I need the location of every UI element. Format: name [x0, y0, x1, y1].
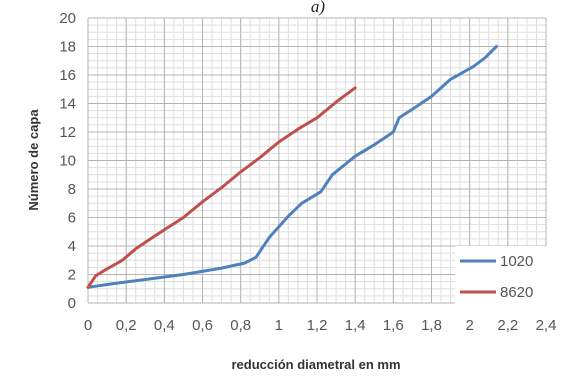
legend: 1020 8620 — [455, 246, 549, 304]
y-tick-label: 0 — [68, 295, 76, 312]
x-tick-label: 2,4 — [536, 317, 557, 334]
y-axis-ticks: 0 2 4 6 8 10 12 14 16 18 20 — [59, 10, 76, 312]
legend-background — [455, 246, 549, 304]
x-axis-title: reducción diametral en mm — [231, 357, 400, 372]
y-tick-label: 4 — [68, 238, 76, 255]
x-tick-label: 1,6 — [383, 317, 404, 334]
series-line-8620 — [86, 86, 357, 289]
series-line-1020 — [86, 45, 498, 289]
x-axis-ticks: 0 0,2 0,4 0,6 0,8 1 1,2 1,4 1,6 1,8 2 2,2 2,4 — [84, 317, 557, 334]
x-tick-label: 1 — [275, 317, 283, 334]
y-tick-label: 6 — [68, 210, 76, 227]
x-tick-label: 0 — [84, 317, 92, 334]
y-tick-label: 16 — [59, 67, 76, 84]
x-tick-label: 0,6 — [192, 317, 213, 334]
x-tick-label: 1,2 — [307, 317, 328, 334]
y-tick-label: 8 — [68, 181, 76, 198]
y-tick-label: 12 — [59, 124, 76, 141]
x-tick-label: 0,4 — [154, 317, 175, 334]
x-tick-label: 2 — [465, 317, 473, 334]
x-tick-label: 1,4 — [345, 317, 366, 334]
y-tick-label: 10 — [59, 153, 76, 170]
x-tick-label: 2,2 — [497, 317, 518, 334]
panel-label: a) — [311, 0, 326, 16]
x-tick-label: 0,8 — [230, 317, 251, 334]
y-tick-label: 18 — [59, 39, 76, 56]
x-tick-label: 1,8 — [421, 317, 442, 334]
legend-label-8620: 8620 — [500, 284, 533, 301]
y-tick-label: 2 — [68, 267, 76, 284]
legend-label-1020: 1020 — [500, 253, 533, 270]
x-tick-label: 0,2 — [116, 317, 137, 334]
y-tick-label: 20 — [59, 10, 76, 27]
series-lines — [86, 45, 498, 289]
y-tick-label: 14 — [59, 96, 76, 113]
y-axis-title: Número de capa — [26, 109, 41, 211]
